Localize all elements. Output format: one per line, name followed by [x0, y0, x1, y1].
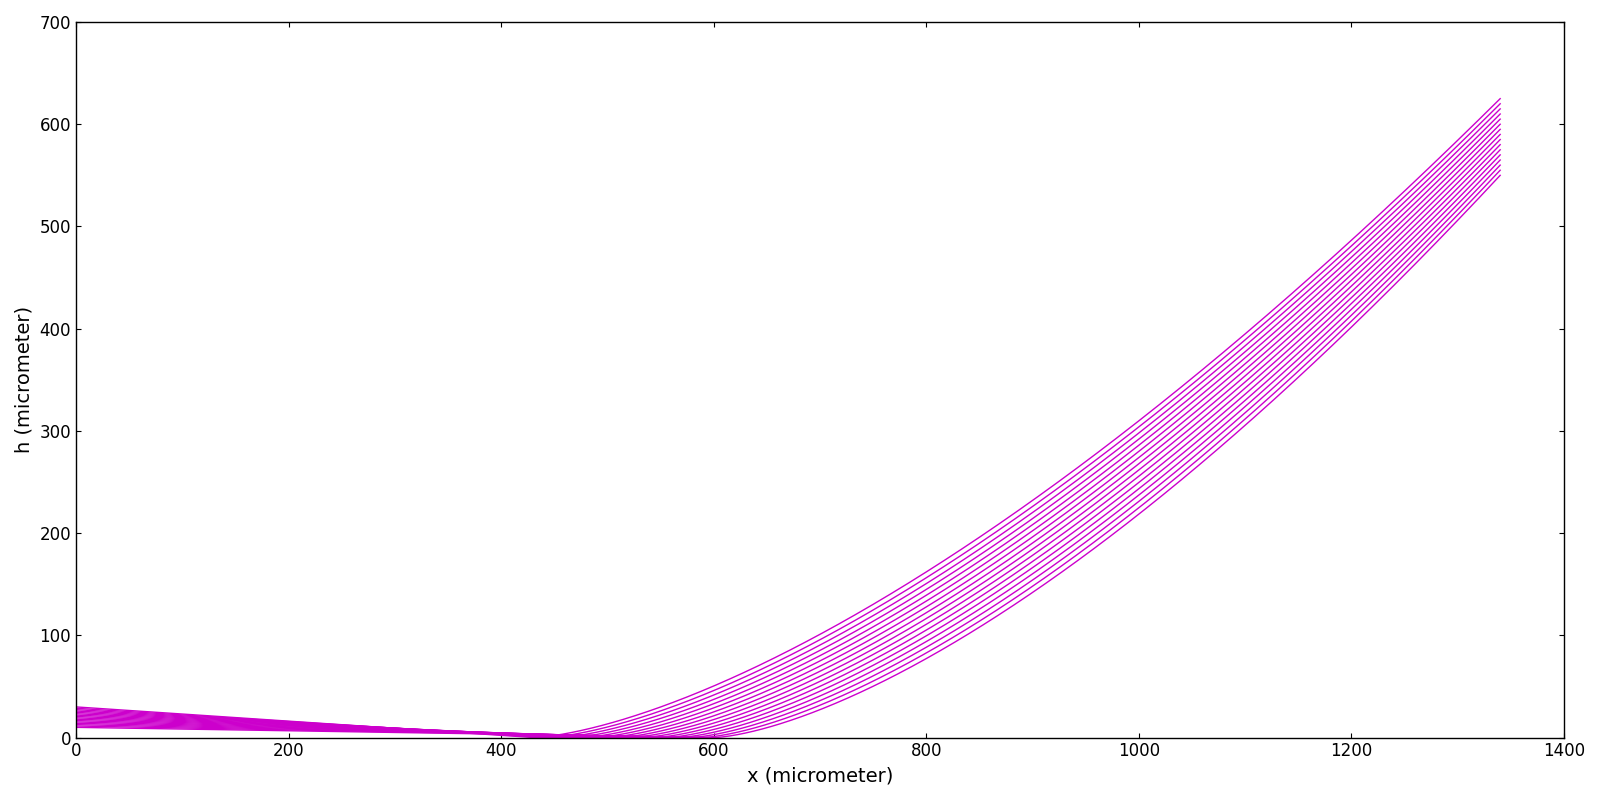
- X-axis label: x (micrometer): x (micrometer): [747, 766, 893, 785]
- Y-axis label: h (micrometer): h (micrometer): [14, 306, 34, 454]
